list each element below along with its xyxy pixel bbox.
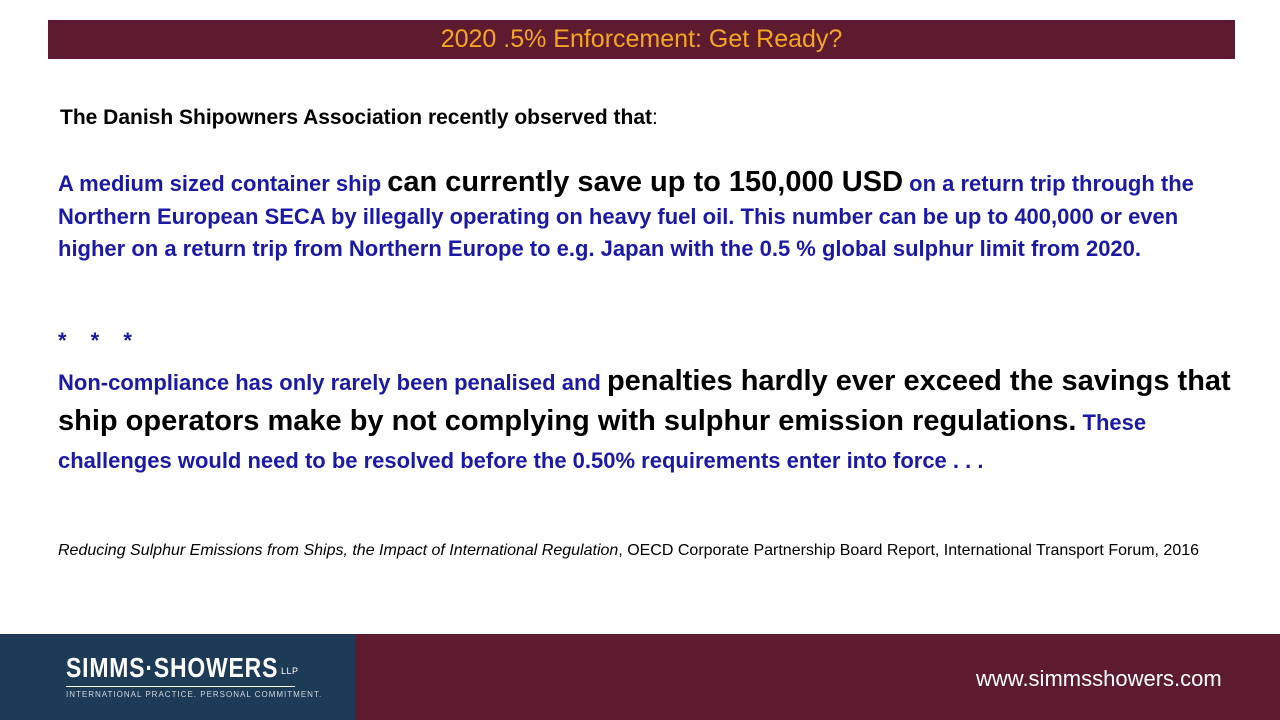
quote1-part1: A medium sized container ship [58, 171, 388, 196]
footer-website-panel [355, 634, 1280, 720]
quote-paragraph-2: Non-compliance has only rarely been pena… [58, 362, 1238, 480]
intro-colon: : [652, 106, 658, 129]
firm-tagline: INTERNATIONAL PRACTICE. PERSONAL COMMITM… [66, 690, 323, 699]
quote2-part1: Non-compliance has only rarely been pena… [58, 370, 607, 395]
separator-stars: * * * [58, 328, 132, 353]
footer-logo-panel [0, 634, 355, 720]
firm-logo-suffix: LLP [281, 666, 299, 676]
citation: Reducing Sulphur Emissions from Ships, t… [58, 540, 1238, 562]
citation-rest: , OECD Corporate Partnership Board Repor… [618, 542, 1200, 559]
citation-title: Reducing Sulphur Emissions from Ships, t… [58, 542, 619, 559]
title-bar: 2020 .5% Enforcement: Get Ready? [48, 20, 1235, 59]
quote2-emphasis: penalties hardly ever exceed the savings… [58, 365, 1231, 437]
quote1-part2: on a return trip through the Northern Eu… [58, 171, 1194, 261]
quote1-emphasis: can currently save up to 150,000 USD [387, 166, 904, 198]
quote-paragraph-1: A medium sized container ship can curren… [58, 166, 1238, 266]
slide-title: 2020 .5% Enforcement: Get Ready? [440, 25, 843, 53]
intro-line: The Danish Shipowners Association recent… [60, 106, 658, 130]
website-link[interactable]: www.simmsshowers.com [976, 666, 1222, 691]
logo-divider [66, 686, 295, 687]
intro-text: The Danish Shipowners Association recent… [60, 106, 653, 129]
firm-logo-name: SIMMS·SHOWERS [66, 652, 279, 683]
quote2-part2: These challenges would need to be resolv… [58, 410, 1147, 473]
